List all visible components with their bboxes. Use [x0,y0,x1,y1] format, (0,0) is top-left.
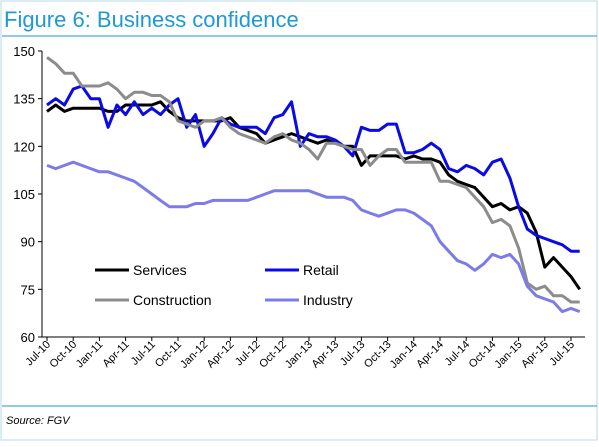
legend-label: Services [133,262,187,278]
x-tick-label: Jan-13 [283,339,315,371]
x-tick-label: Jan-14 [388,339,420,371]
x-tick-label: Jul-15 [547,339,577,369]
x-tick-label: Oct-12 [257,339,289,371]
x-tick-label: Oct-10 [47,339,79,371]
chart-title: Figure 6: Business confidence [4,7,299,32]
x-tick-label: Oct-13 [362,339,394,371]
legend-label: Industry [303,292,353,308]
series-line [46,84,580,253]
x-tick-label: Jan-15 [492,339,524,371]
x-tick-label: Apr-12 [205,339,237,371]
legend-label: Construction [133,292,212,308]
y-tick-label: 60 [21,330,35,345]
series-line [46,160,581,314]
y-tick-label: 105 [13,187,35,202]
x-tick-label: Oct-14 [467,339,499,371]
y-tick-label: 150 [13,44,35,59]
series-line [46,56,580,304]
x-tick-label: Apr-13 [309,339,341,371]
x-tick-label: Apr-15 [519,339,551,371]
y-tick-label: 135 [13,92,35,107]
y-tick-label: 120 [13,139,35,154]
y-tick-label: 75 [21,282,35,297]
source-note: Source: FGV [6,415,71,427]
x-tick-label: Jan-12 [178,339,210,371]
legend-label: Retail [303,262,339,278]
x-tick-label: Jan-11 [74,339,106,371]
x-tick-label: Apr-14 [414,339,446,371]
y-tick-label: 90 [21,235,35,250]
x-tick-label: Apr-11 [100,339,131,370]
